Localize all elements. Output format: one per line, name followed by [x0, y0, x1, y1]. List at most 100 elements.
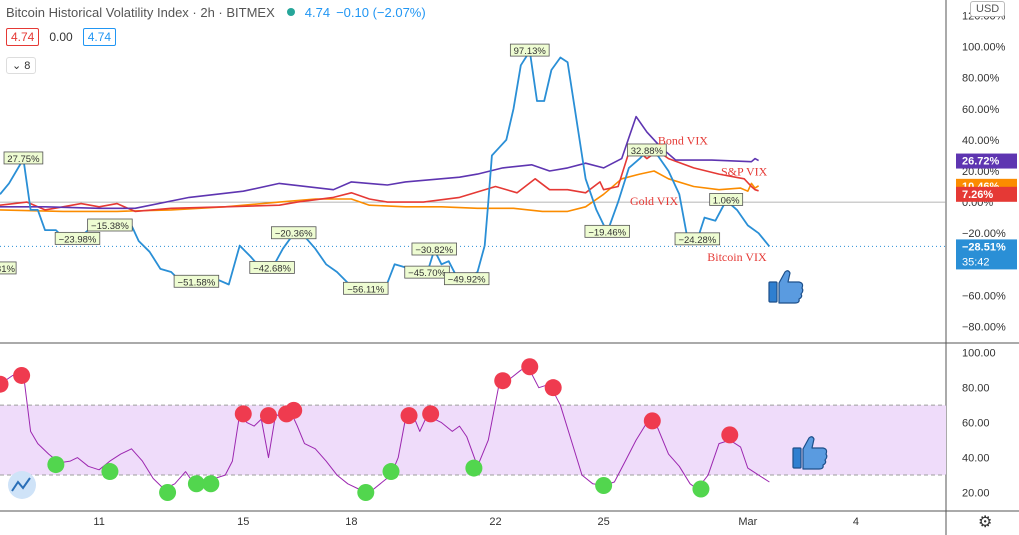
data-label: −23.98%: [59, 234, 97, 245]
thumb-cuff: [768, 281, 778, 303]
countdown-text: 35:42: [962, 256, 990, 268]
collapse-indicators-button[interactable]: ⌄ 8: [6, 57, 37, 74]
x-tick-label: 4: [853, 516, 859, 528]
thumb-hand: [802, 436, 828, 470]
data-label-box: [584, 224, 630, 238]
thumbs-up-icon: [792, 436, 828, 470]
data-label: −56.11%: [347, 284, 385, 295]
last-value-badge: [956, 186, 1017, 202]
thumb-hand: [778, 270, 804, 304]
oversold-marker: [159, 484, 177, 502]
series-line-sp: [0, 150, 759, 213]
data-label: −51.58%: [178, 277, 216, 288]
series-label: Gold VIX: [630, 194, 678, 208]
value-box-1: 4.74: [6, 28, 40, 46]
series-line-bitcoin: [0, 50, 771, 291]
chart-title: Bitcoin Historical Volatility Index · 2h…: [6, 4, 275, 20]
data-label: 1.06%: [713, 195, 740, 206]
rsi-tick-label: 100.00: [962, 348, 996, 360]
y-tick-label: 60.00%: [962, 104, 1000, 116]
market-status-icon: [286, 8, 295, 16]
y-tick-label: −80.00%: [962, 321, 1006, 333]
data-label-box: [173, 274, 220, 288]
change-value: −0.10 (−2.07%): [336, 4, 426, 20]
x-tick-label: 15: [237, 516, 249, 528]
series-label: Bitcoin VIX: [707, 250, 767, 264]
data-label: 97.13%: [514, 46, 547, 57]
overbought-marker: [521, 358, 539, 376]
overbought-marker: [259, 407, 277, 425]
data-label: −19.46%: [588, 227, 626, 238]
rsi-tick-label: 40.00: [962, 453, 990, 465]
data-label-box: [54, 231, 101, 245]
overbought-marker: [721, 426, 739, 444]
currency-button[interactable]: USD: [970, 1, 1006, 17]
y-tick-label: 20.00%: [962, 166, 1000, 178]
app-logo-icon: [8, 471, 36, 499]
overbought-marker: [400, 407, 418, 425]
rsi-line: [0, 366, 770, 493]
chart-header: Bitcoin Historical Volatility Index · 2h…: [6, 4, 426, 20]
rsi-tick-label: 80.00: [962, 383, 990, 395]
data-label: −15.38%: [91, 221, 129, 232]
x-tick-label: 22: [489, 516, 501, 528]
overbought-marker: [0, 375, 9, 393]
y-tick-label: 80.00%: [962, 73, 1000, 85]
data-label-box: [411, 242, 457, 256]
overbought-marker: [285, 401, 303, 419]
indicator-count: 8: [24, 60, 31, 72]
data-label-box: [3, 151, 44, 165]
oversold-marker: [101, 463, 119, 481]
data-label-box: [271, 226, 317, 240]
oversold-marker: [382, 463, 400, 481]
oversold-marker: [47, 456, 65, 474]
data-label-box: [627, 143, 667, 157]
oversold-marker: [465, 459, 483, 477]
series-line-bond: [0, 115, 759, 210]
data-label: −30.82%: [415, 245, 453, 256]
thumb-cuff: [792, 447, 802, 469]
last-value-text: 26.72%: [962, 156, 1000, 168]
oversold-marker: [595, 477, 613, 495]
data-label-box: [343, 281, 389, 295]
data-label-box: [509, 43, 550, 57]
data-label-box: [404, 265, 450, 279]
data-label: 81%: [0, 264, 15, 275]
overbought-marker: [643, 412, 661, 430]
last-value-badge: [956, 153, 1017, 169]
data-label-box: [443, 272, 490, 286]
value-box-3: 4.74: [82, 28, 117, 46]
y-tick-label: −60.00%: [962, 290, 1006, 302]
series-label: Bond VIX: [658, 134, 708, 148]
x-tick-label: Mar: [738, 516, 757, 528]
data-label: −45.70%: [408, 268, 446, 279]
overbought-marker: [494, 372, 512, 390]
data-label: −42.68%: [253, 263, 291, 274]
oversold-marker: [692, 480, 710, 498]
rsi-tick-label: 20.00: [962, 488, 990, 500]
oversold-marker: [202, 475, 220, 493]
oversold-marker: [187, 475, 205, 493]
overbought-marker: [422, 405, 440, 423]
data-label-box: [0, 261, 17, 275]
oversold-marker: [357, 484, 375, 502]
last-value-badge: [956, 239, 1017, 270]
data-label-box: [709, 193, 744, 206]
data-label: −24.28%: [678, 235, 716, 246]
data-label: −20.36%: [275, 229, 313, 240]
series-label: S&P VIX: [721, 165, 768, 179]
value-row: 4.74 0.00 4.74: [6, 28, 117, 46]
x-tick-label: 25: [598, 516, 610, 528]
rsi-tick-label: 60.00: [962, 418, 990, 430]
overbought-marker: [13, 366, 31, 384]
value-box-2: 0.00: [49, 30, 73, 44]
y-tick-label: 100.00%: [962, 42, 1006, 54]
data-label: 32.88%: [631, 146, 664, 157]
overbought-marker: [544, 379, 562, 397]
thumbs-up-icon: [768, 270, 804, 304]
data-label: −49.92%: [448, 275, 486, 286]
series-line-gold: [0, 170, 760, 213]
data-label-box: [87, 218, 133, 232]
gear-icon[interactable]: ⚙: [978, 514, 993, 531]
data-label: 27.75%: [7, 154, 40, 165]
